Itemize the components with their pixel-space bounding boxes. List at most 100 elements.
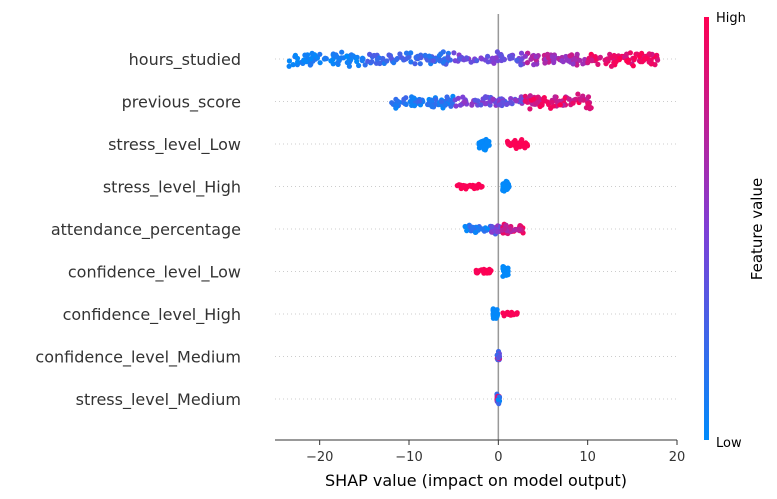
shap-point <box>500 310 506 316</box>
shap-point <box>506 310 512 316</box>
shap-point <box>339 49 345 55</box>
shap-point <box>612 53 619 59</box>
shap-point <box>604 56 610 62</box>
colorbar-gradient <box>704 17 709 440</box>
shap-point <box>504 138 511 144</box>
feature-label: stress_level_Low <box>108 135 241 155</box>
feature-label: hours_studied <box>129 50 241 70</box>
shap-point <box>384 58 390 64</box>
shap-point <box>493 310 499 316</box>
shap-point <box>491 60 497 66</box>
shap-point <box>472 97 478 103</box>
shap-point <box>411 103 418 109</box>
shap-point <box>489 55 496 61</box>
shap-point <box>496 353 503 360</box>
shap-point <box>514 57 520 64</box>
shap-point <box>595 61 601 67</box>
shap-point <box>389 100 395 106</box>
shap-point <box>545 55 552 61</box>
shap-point <box>630 63 636 69</box>
feature-label: stress_level_High <box>103 178 241 198</box>
shap-point <box>575 91 581 97</box>
shap-point <box>499 54 505 60</box>
shap-point <box>369 59 375 65</box>
shap-point <box>478 139 484 145</box>
x-tick-label: 10 <box>579 450 596 465</box>
shap-point <box>451 50 457 56</box>
shap-point <box>632 55 638 61</box>
shap-point <box>564 57 570 63</box>
shap-point <box>403 95 409 101</box>
shap-point <box>508 99 514 105</box>
shap-point <box>585 59 591 66</box>
shap-point <box>646 59 652 65</box>
shap-point <box>577 57 583 63</box>
shap-point <box>569 52 575 58</box>
shap-point <box>462 223 468 230</box>
shap-point <box>472 229 478 235</box>
shap-point <box>559 58 565 64</box>
shap-point <box>413 54 419 61</box>
shap-point <box>445 54 451 60</box>
shap-point <box>522 53 529 59</box>
shap-point <box>485 59 491 65</box>
shap-point <box>403 101 409 107</box>
shap-point <box>336 56 342 63</box>
shap-point <box>356 62 362 69</box>
shap-point <box>508 96 514 102</box>
shap-point <box>484 139 490 145</box>
shap-point <box>417 61 423 67</box>
shap-point <box>365 58 371 64</box>
shap-point <box>495 397 501 403</box>
shap-point <box>483 267 489 273</box>
shap-point <box>302 52 308 58</box>
shap-point <box>402 56 408 63</box>
shap-point <box>511 139 517 146</box>
shap-point <box>461 57 467 63</box>
shap-point <box>530 96 537 102</box>
shap-point <box>613 59 619 65</box>
shap-point <box>286 63 292 69</box>
shap-point <box>513 97 519 103</box>
shap-point <box>321 56 327 62</box>
shap-point <box>549 99 555 105</box>
shap-point <box>489 224 495 230</box>
shap-point <box>522 98 528 104</box>
shap-point <box>478 55 484 61</box>
shap-point <box>462 99 468 105</box>
shap-point <box>395 98 401 104</box>
shap-point <box>286 58 292 64</box>
x-tick-label: 0 <box>494 450 502 465</box>
shap-point <box>392 103 399 109</box>
shap-point <box>527 93 533 99</box>
shap-point <box>585 100 591 107</box>
shap-point <box>360 56 366 62</box>
shap-point <box>464 228 470 234</box>
shap-point <box>566 96 572 102</box>
shap-point <box>417 98 423 104</box>
shap-point <box>408 59 414 65</box>
shap-point <box>570 61 576 67</box>
feature-labels: hours_studied previous_score stress_level_… <box>35 50 241 410</box>
shap-point <box>433 96 439 103</box>
shap-point <box>308 56 314 62</box>
shap-point <box>425 101 431 108</box>
shap-point <box>426 53 432 59</box>
shap-point <box>411 95 417 101</box>
shap-point <box>309 50 315 56</box>
shap-point <box>570 100 576 106</box>
shap-point <box>452 58 458 64</box>
shap-point <box>549 54 555 60</box>
shap-point <box>344 53 350 59</box>
shap-point <box>500 266 506 272</box>
shap-point <box>290 62 296 68</box>
shap-point <box>520 143 526 149</box>
shap-point <box>617 55 623 61</box>
shap-point <box>482 94 489 100</box>
colorbar-low-label: Low <box>716 436 742 451</box>
shap-point <box>508 53 514 59</box>
colorbar: High Low Feature value <box>704 11 766 451</box>
shap-point <box>457 102 464 108</box>
shap-point <box>317 51 323 57</box>
shap-point <box>478 102 484 108</box>
